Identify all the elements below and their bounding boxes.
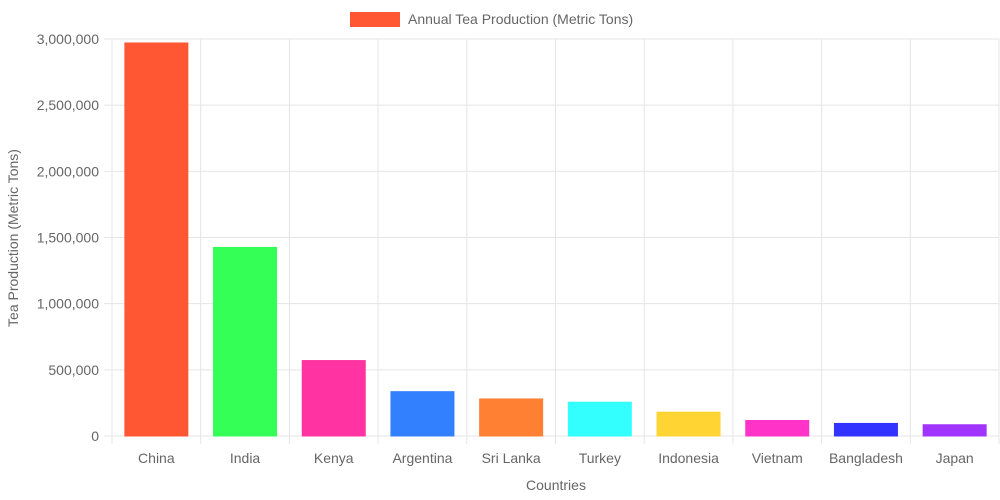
y-axis-ticks: 0 500,000 1,000,000 1,500,000 2,000,000 2,500… <box>37 31 100 444</box>
bar-indonesia[interactable] <box>656 411 721 437</box>
x-tick-label: India <box>230 450 261 466</box>
x-tick-label: Bangladesh <box>829 450 903 466</box>
y-tick-label: 2,500,000 <box>37 97 99 113</box>
x-axis-ticks: China India Kenya Argentina Sri Lanka Turkey I… <box>138 450 974 466</box>
bar-argentina[interactable] <box>390 391 455 437</box>
y-tick-label: 500,000 <box>48 362 99 378</box>
x-tick-label: China <box>138 450 175 466</box>
bar-sri-lanka[interactable] <box>479 398 544 437</box>
bar-japan[interactable] <box>922 424 987 437</box>
gridlines <box>104 38 1000 444</box>
x-tick-label: Kenya <box>314 450 354 466</box>
y-axis-title: Tea Production (Metric Tons) <box>5 149 21 327</box>
bar-china[interactable] <box>124 42 189 437</box>
bar-bangladesh[interactable] <box>833 422 898 437</box>
y-tick-label: 1,500,000 <box>37 230 99 246</box>
x-tick-label: Vietnam <box>752 450 803 466</box>
y-tick-label: 1,000,000 <box>37 296 99 312</box>
x-axis-title: Countries <box>526 477 586 493</box>
y-tick-label: 2,000,000 <box>37 163 99 179</box>
legend-label: Annual Tea Production (Metric Tons) <box>408 11 633 27</box>
bars <box>124 42 987 437</box>
bar-kenya[interactable] <box>301 360 366 437</box>
bar-vietnam[interactable] <box>745 420 810 437</box>
legend-swatch <box>350 12 400 27</box>
x-tick-label: Argentina <box>392 450 452 466</box>
legend[interactable]: Annual Tea Production (Metric Tons) <box>350 11 633 27</box>
x-tick-label: Sri Lanka <box>482 450 541 466</box>
bar-india[interactable] <box>213 246 278 437</box>
y-tick-label: 3,000,000 <box>37 31 99 47</box>
x-tick-label: Indonesia <box>658 450 719 466</box>
x-tick-label: Japan <box>936 450 974 466</box>
y-tick-label: 0 <box>91 428 99 444</box>
x-tick-label: Turkey <box>579 450 621 466</box>
bar-turkey[interactable] <box>567 401 632 437</box>
